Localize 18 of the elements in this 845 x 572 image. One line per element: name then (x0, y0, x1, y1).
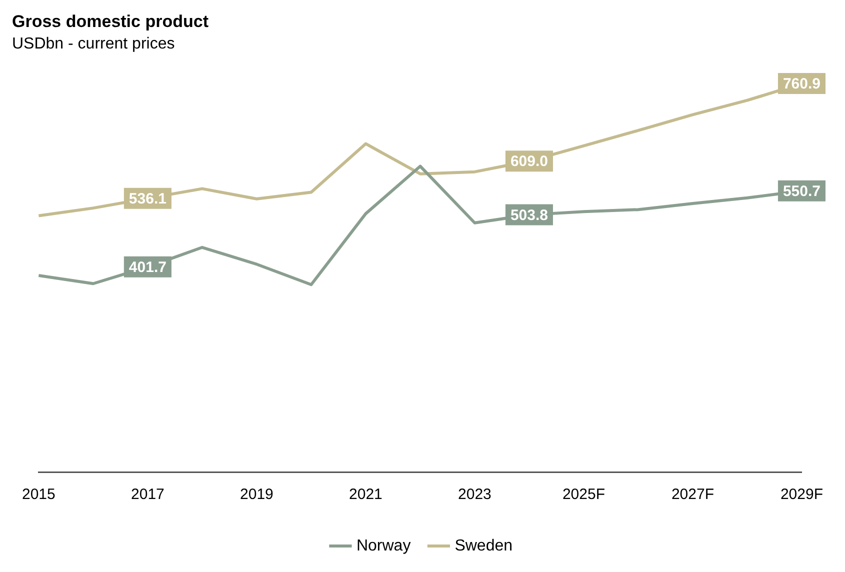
data-label: 401.7 (128, 259, 166, 276)
data-label: 550.7 (782, 183, 821, 200)
x-tick-label: 2019 (240, 486, 274, 504)
x-tick-label: 2015 (22, 486, 56, 504)
data-label: 760.9 (782, 76, 821, 93)
chart-subtitle: USDbn - current prices (12, 35, 175, 52)
data-label: 536.1 (128, 190, 166, 208)
x-tick-label: 2027F (671, 486, 714, 504)
data-label: 503.8 (510, 206, 548, 224)
x-tick-label: 2025F (562, 486, 605, 504)
legend-label: Sweden (454, 537, 513, 554)
x-tick-label: 2029F (780, 486, 824, 504)
chart-title: Gross domestic product (12, 12, 209, 31)
x-tick-label: 2023 (458, 486, 492, 504)
data-label: 609.0 (510, 153, 548, 170)
x-tick-label: 2021 (349, 486, 382, 504)
legend-label: Norway (356, 537, 411, 554)
x-tick-label: 2017 (131, 486, 164, 504)
